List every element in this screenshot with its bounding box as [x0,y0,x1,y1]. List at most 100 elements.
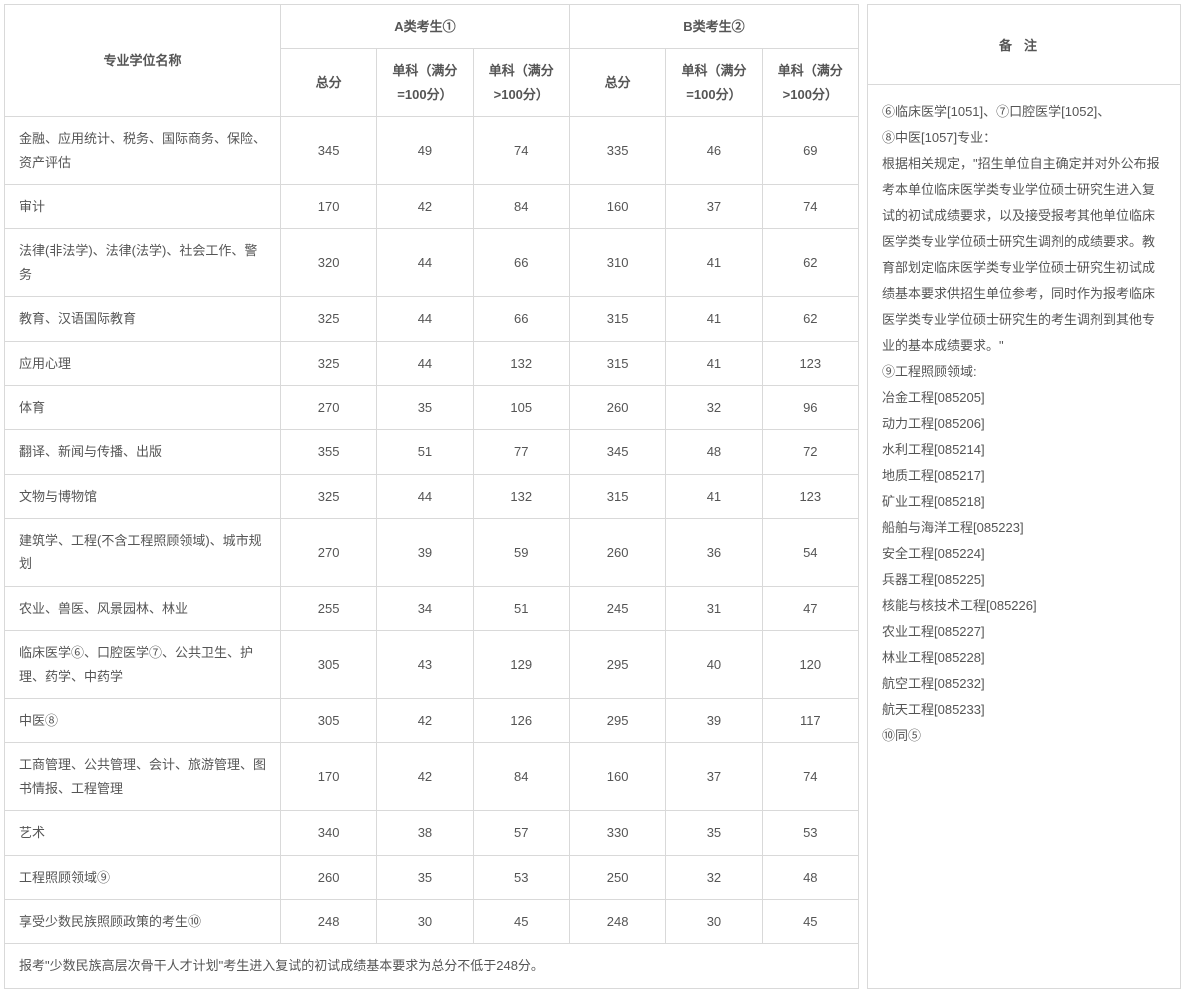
cell-a-gt: 105 [473,385,569,429]
cell-a-total: 270 [280,519,376,587]
cell-b-gt: 53 [762,811,858,855]
cell-a-eq: 39 [377,519,473,587]
table-row: 应用心理3254413231541123 [5,341,859,385]
cell-b-total: 315 [569,474,665,518]
cell-a-total: 345 [280,117,376,185]
cell-a-gt: 57 [473,811,569,855]
cell-a-eq: 42 [377,743,473,811]
cell-name: 中医⑧ [5,699,281,743]
cell-b-gt: 54 [762,519,858,587]
notes-line: 航天工程[085233] [882,697,1166,723]
notes-line: 矿业工程[085218] [882,489,1166,515]
cell-b-gt: 62 [762,297,858,341]
cell-name: 教育、汉语国际教育 [5,297,281,341]
cell-b-eq: 39 [666,699,762,743]
cell-a-total: 325 [280,297,376,341]
cell-a-total: 260 [280,855,376,899]
notes-line: 兵器工程[085225] [882,567,1166,593]
cell-a-eq: 44 [377,341,473,385]
notes-line: 船舶与海洋工程[085223] [882,515,1166,541]
cell-a-eq: 30 [377,899,473,943]
cell-b-total: 250 [569,855,665,899]
notes-line: 地质工程[085217] [882,463,1166,489]
cell-a-gt: 45 [473,899,569,943]
cell-b-total: 315 [569,341,665,385]
cell-a-total: 270 [280,385,376,429]
notes-panel: 备注 ⑥临床医学[1051]、⑦口腔医学[1052]、⑧中医[1057]专业：根… [867,4,1181,989]
cell-a-eq: 35 [377,855,473,899]
cell-b-eq: 37 [666,184,762,228]
cell-b-total: 295 [569,699,665,743]
cell-b-total: 330 [569,811,665,855]
cell-a-eq: 42 [377,699,473,743]
table-row: 审计17042841603774 [5,184,859,228]
cell-b-eq: 32 [666,385,762,429]
cell-b-total: 245 [569,586,665,630]
cell-b-gt: 120 [762,631,858,699]
cell-b-gt: 72 [762,430,858,474]
header-b-gt100: 单科（满分>100分） [762,49,858,117]
notes-line: 冶金工程[085205] [882,385,1166,411]
table-row: 建筑学、工程(不含工程照顾领域)、城市规划27039592603654 [5,519,859,587]
table-row: 农业、兽医、风景园林、林业25534512453147 [5,586,859,630]
cell-a-eq: 42 [377,184,473,228]
cell-a-gt: 66 [473,229,569,297]
cell-b-gt: 74 [762,184,858,228]
cell-name: 农业、兽医、风景园林、林业 [5,586,281,630]
cell-b-eq: 35 [666,811,762,855]
cell-b-eq: 30 [666,899,762,943]
cell-name: 审计 [5,184,281,228]
cell-b-eq: 37 [666,743,762,811]
cell-a-gt: 74 [473,117,569,185]
cell-b-gt: 96 [762,385,858,429]
cell-name: 法律(非法学)、法律(法学)、社会工作、警务 [5,229,281,297]
cell-b-eq: 41 [666,297,762,341]
cell-a-eq: 44 [377,297,473,341]
cell-name: 临床医学⑥、口腔医学⑦、公共卫生、护理、药学、中药学 [5,631,281,699]
cell-a-total: 305 [280,699,376,743]
header-a-eq100: 单科（满分=100分） [377,49,473,117]
cell-b-gt: 62 [762,229,858,297]
cell-a-total: 305 [280,631,376,699]
cell-name: 艺术 [5,811,281,855]
table-row: 艺术34038573303553 [5,811,859,855]
cell-name: 享受少数民族照顾政策的考生⑩ [5,899,281,943]
cell-b-total: 248 [569,899,665,943]
cell-b-gt: 117 [762,699,858,743]
cell-a-gt: 132 [473,474,569,518]
cell-b-gt: 123 [762,341,858,385]
cell-a-total: 170 [280,184,376,228]
header-group-a: A类考生① [280,5,569,49]
cell-a-total: 320 [280,229,376,297]
notes-line: 林业工程[085228] [882,645,1166,671]
table-row: 金融、应用统计、税务、国际商务、保险、资产评估34549743354669 [5,117,859,185]
page-wrap: 专业学位名称 A类考生① B类考生② 总分 单科（满分=100分） 单科（满分>… [4,4,1181,989]
score-table: 专业学位名称 A类考生① B类考生② 总分 单科（满分=100分） 单科（满分>… [4,4,859,989]
cell-a-total: 355 [280,430,376,474]
cell-name: 工程照顾领域⑨ [5,855,281,899]
cell-a-gt: 77 [473,430,569,474]
cell-a-eq: 51 [377,430,473,474]
cell-b-total: 335 [569,117,665,185]
table-body: 金融、应用统计、税务、国际商务、保险、资产评估34549743354669审计1… [5,117,859,944]
cell-name: 应用心理 [5,341,281,385]
cell-b-total: 160 [569,743,665,811]
notes-line: 动力工程[085206] [882,411,1166,437]
table-row: 中医⑧3054212629539117 [5,699,859,743]
cell-b-total: 310 [569,229,665,297]
cell-b-eq: 46 [666,117,762,185]
cell-b-total: 345 [569,430,665,474]
cell-a-gt: 84 [473,184,569,228]
header-b-total: 总分 [569,49,665,117]
notes-line: 农业工程[085227] [882,619,1166,645]
cell-b-eq: 36 [666,519,762,587]
cell-a-gt: 59 [473,519,569,587]
cell-b-gt: 74 [762,743,858,811]
cell-a-gt: 51 [473,586,569,630]
notes-line: 根据相关规定，"招生单位自主确定并对外公布报考本单位临床医学类专业学位硕士研究生… [882,151,1166,359]
cell-b-eq: 41 [666,229,762,297]
cell-a-total: 325 [280,474,376,518]
cell-name: 建筑学、工程(不含工程照顾领域)、城市规划 [5,519,281,587]
cell-a-total: 170 [280,743,376,811]
notes-line: 航空工程[085232] [882,671,1166,697]
